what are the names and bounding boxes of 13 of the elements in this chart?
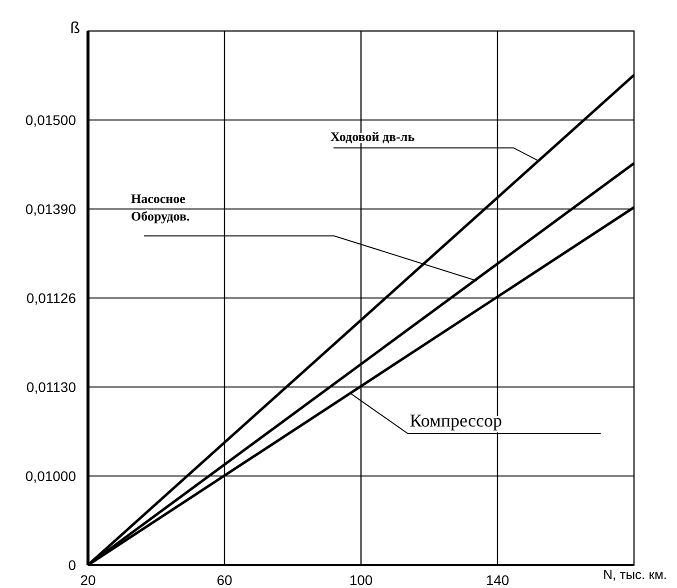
text: 0,01500 [25,112,76,128]
x-tick-label: 60 [216,572,232,588]
text: 0,01126 [26,290,76,306]
x-tick-label: 140 [486,572,510,588]
text: 0,01130 [26,379,76,395]
x-axis-title: N, тыс. км. [603,567,667,582]
y-axis-title: ß [70,20,80,37]
text: 0,01000 [25,468,76,484]
annotation: Насосное Оборудов. [131,190,190,224]
text: 0,01390 [25,201,76,217]
x-tick-label: 100 [349,572,373,588]
text: 0 [68,557,76,573]
x-tick-label: 20 [80,572,96,588]
